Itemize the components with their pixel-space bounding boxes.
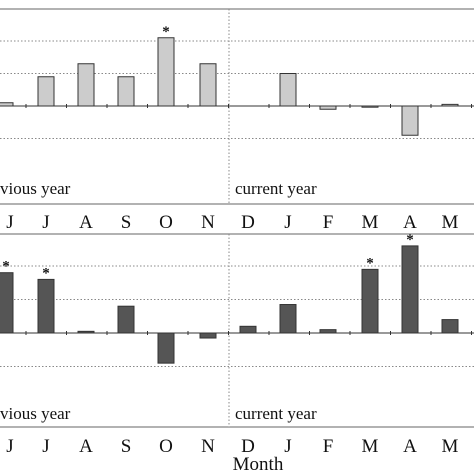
significance-star: * <box>2 259 10 275</box>
bar <box>361 268 379 334</box>
bar <box>77 330 95 334</box>
period-label-previous: vious year <box>0 179 71 198</box>
month-tick-label: M <box>362 436 379 457</box>
month-tick-label: A <box>79 212 93 233</box>
bar <box>157 37 175 107</box>
significance-star: * <box>366 255 374 271</box>
bar <box>441 103 459 107</box>
bar <box>77 63 95 107</box>
month-tick-label: S <box>121 212 132 233</box>
period-label-current: current year <box>235 404 317 423</box>
month-tick-label: D <box>241 436 255 457</box>
bar <box>361 105 379 108</box>
bar <box>239 325 257 334</box>
month-tick-label: J <box>284 212 291 233</box>
bar <box>279 73 297 107</box>
month-tick-label: J <box>6 436 13 457</box>
month-tick-label: D <box>241 212 255 233</box>
month-tick-label: J <box>42 436 49 457</box>
bar <box>401 245 419 334</box>
month-tick-label: J <box>284 436 291 457</box>
month-tick-label: N <box>201 212 215 233</box>
bar <box>401 105 419 136</box>
significance-star: * <box>162 24 170 40</box>
bar <box>199 332 217 339</box>
bar <box>157 332 175 364</box>
month-tick-label: M <box>442 436 459 457</box>
month-tick-label: S <box>121 436 132 457</box>
period-label-previous: vious year <box>0 404 71 423</box>
bar <box>37 76 55 107</box>
bar <box>117 76 135 107</box>
period-label-current: current year <box>235 179 317 198</box>
month-tick-label: F <box>323 436 334 457</box>
month-tick-label: N <box>201 436 215 457</box>
month-tick-label: J <box>42 212 49 233</box>
bar <box>319 329 337 334</box>
month-tick-label: M <box>362 212 379 233</box>
significance-star: * <box>42 265 50 281</box>
month-tick-label: F <box>323 212 334 233</box>
panel-frame <box>0 8 474 205</box>
bar <box>319 105 337 110</box>
bar <box>199 63 217 107</box>
bar <box>0 102 14 107</box>
x-axis-label: Month <box>233 454 284 474</box>
bar <box>117 305 135 334</box>
bar <box>441 319 459 334</box>
bar <box>279 304 297 334</box>
month-tick-label: A <box>403 436 417 457</box>
month-tick-label: M <box>442 212 459 233</box>
bar <box>0 272 14 334</box>
month-tick-label: A <box>403 212 417 233</box>
panel-frame <box>0 233 474 428</box>
month-tick-label: O <box>159 212 173 233</box>
month-tick-label: O <box>159 436 173 457</box>
significance-star: * <box>406 232 414 248</box>
month-tick-label: J <box>6 212 13 233</box>
month-tick-label: A <box>79 436 93 457</box>
bar <box>37 278 55 334</box>
